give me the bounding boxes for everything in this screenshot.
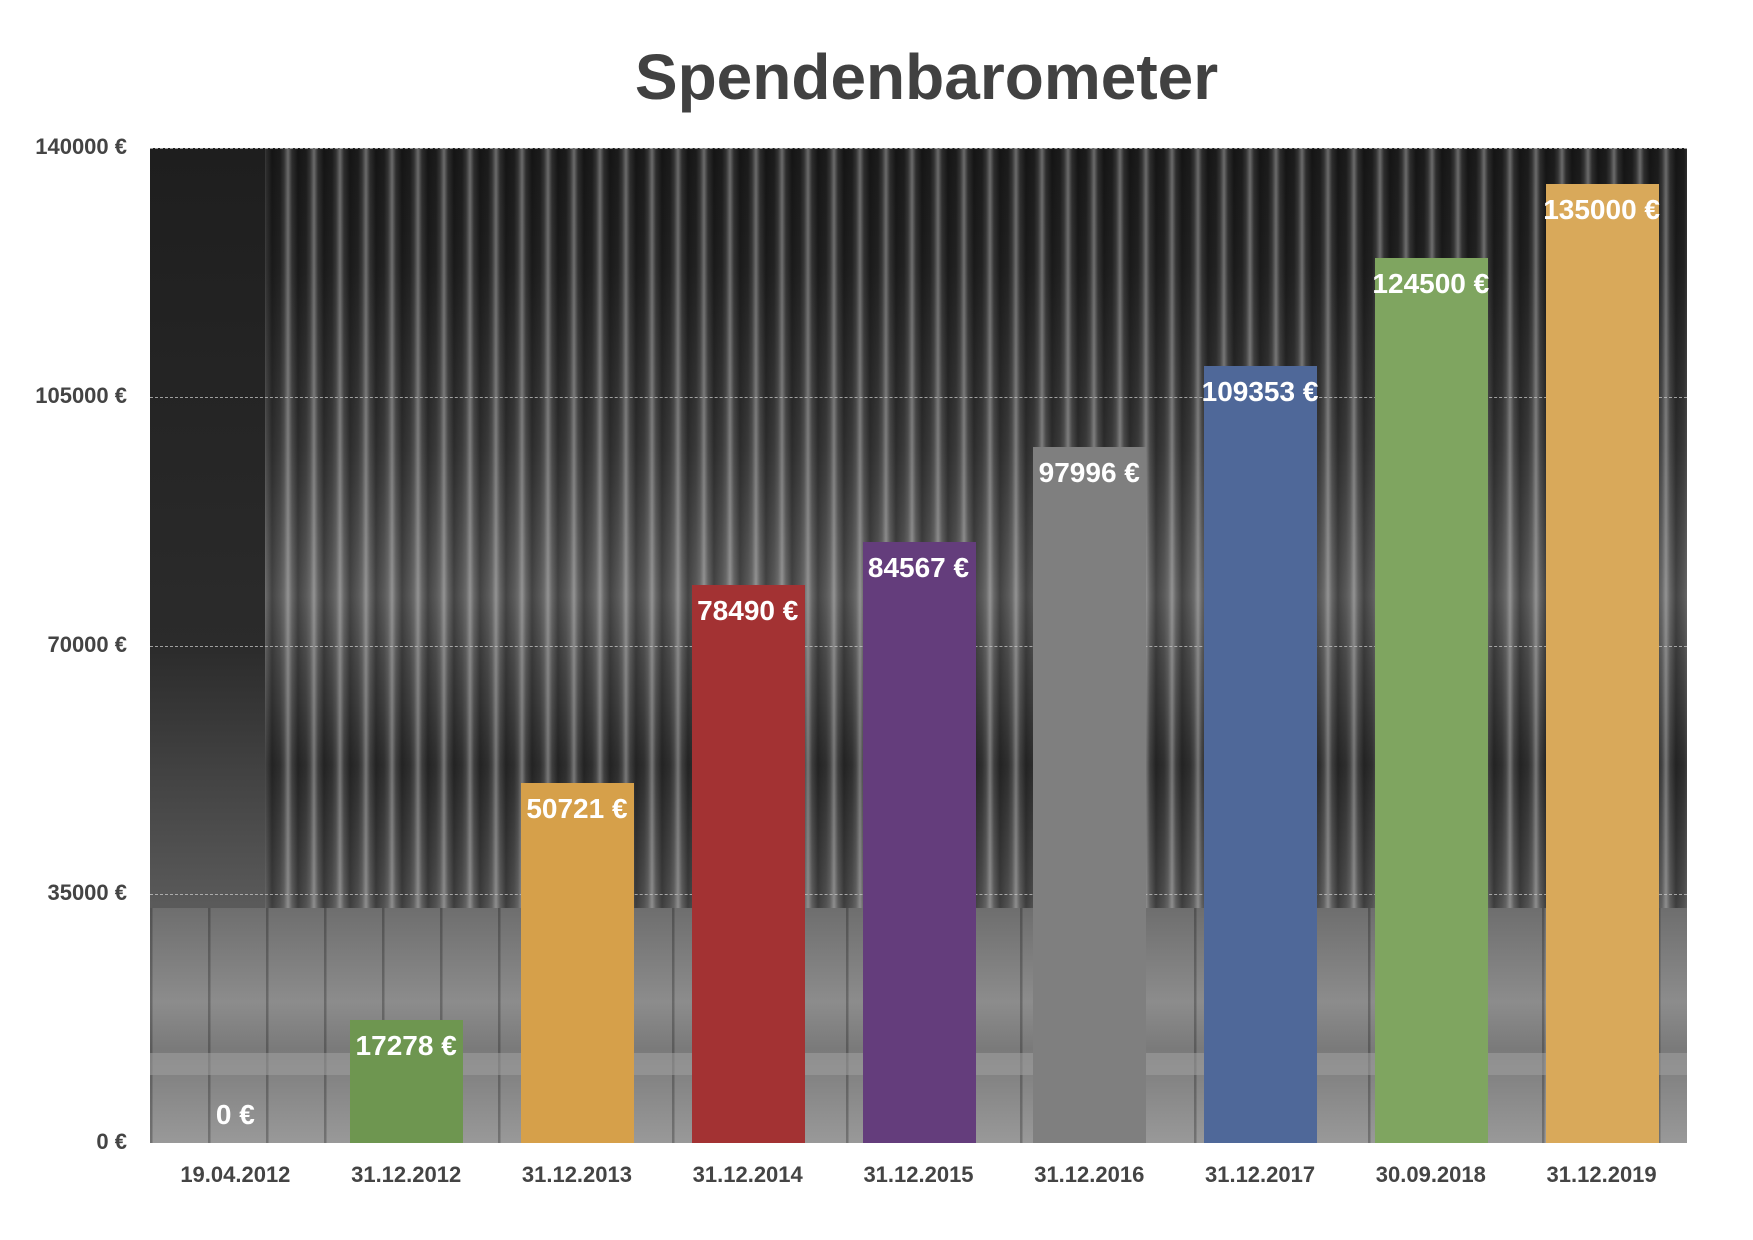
x-tick-label: 31.12.2012 [351, 1162, 462, 1187]
x-tick-label: 31.12.2013 [521, 1162, 632, 1187]
x-tick-label: 31.12.2014 [692, 1162, 803, 1187]
bar-value-label: 109353 € [1201, 375, 1319, 407]
bar [520, 782, 634, 1143]
bar [862, 541, 976, 1143]
x-tick-label: 31.12.2016 [1034, 1162, 1145, 1187]
bar-value-label: 124500 € [1372, 268, 1490, 300]
x-tick-label: 19.04.2012 [180, 1162, 291, 1187]
x-tick-label: 31.12.2019 [1546, 1162, 1657, 1187]
y-tick-label: 70000 € [47, 631, 127, 657]
gridline [150, 396, 1687, 398]
y-tick-label: 140000 € [35, 134, 127, 159]
bar-value-label: 97996 € [1038, 456, 1140, 488]
bar-value-label: 0 € [215, 1099, 255, 1130]
bar [1033, 446, 1147, 1143]
y-tick-label: 35000 € [47, 880, 127, 906]
bar [1545, 183, 1659, 1143]
x-tick-label: 31.12.2017 [1204, 1162, 1316, 1187]
y-tick-label: 105000 € [35, 382, 127, 408]
chart-title: Spendenbarometer [634, 41, 1219, 113]
bar-value-label: 50721 € [526, 792, 628, 824]
gridline [150, 148, 1687, 149]
y-tick-label: 0 € [96, 1129, 127, 1154]
bar-value-label: 84567 € [867, 551, 970, 583]
bar [350, 1020, 464, 1143]
bar [1204, 365, 1318, 1143]
bar-value-label: 78490 € [697, 595, 799, 627]
x-tick-label: 30.09.2018 [1375, 1162, 1486, 1187]
bar-value-label: 135000 € [1543, 193, 1660, 225]
x-tick-label: 31.12.2015 [863, 1162, 974, 1187]
bar [1374, 258, 1488, 1143]
bar [691, 585, 805, 1143]
bar-value-label: 17278 € [355, 1030, 457, 1062]
